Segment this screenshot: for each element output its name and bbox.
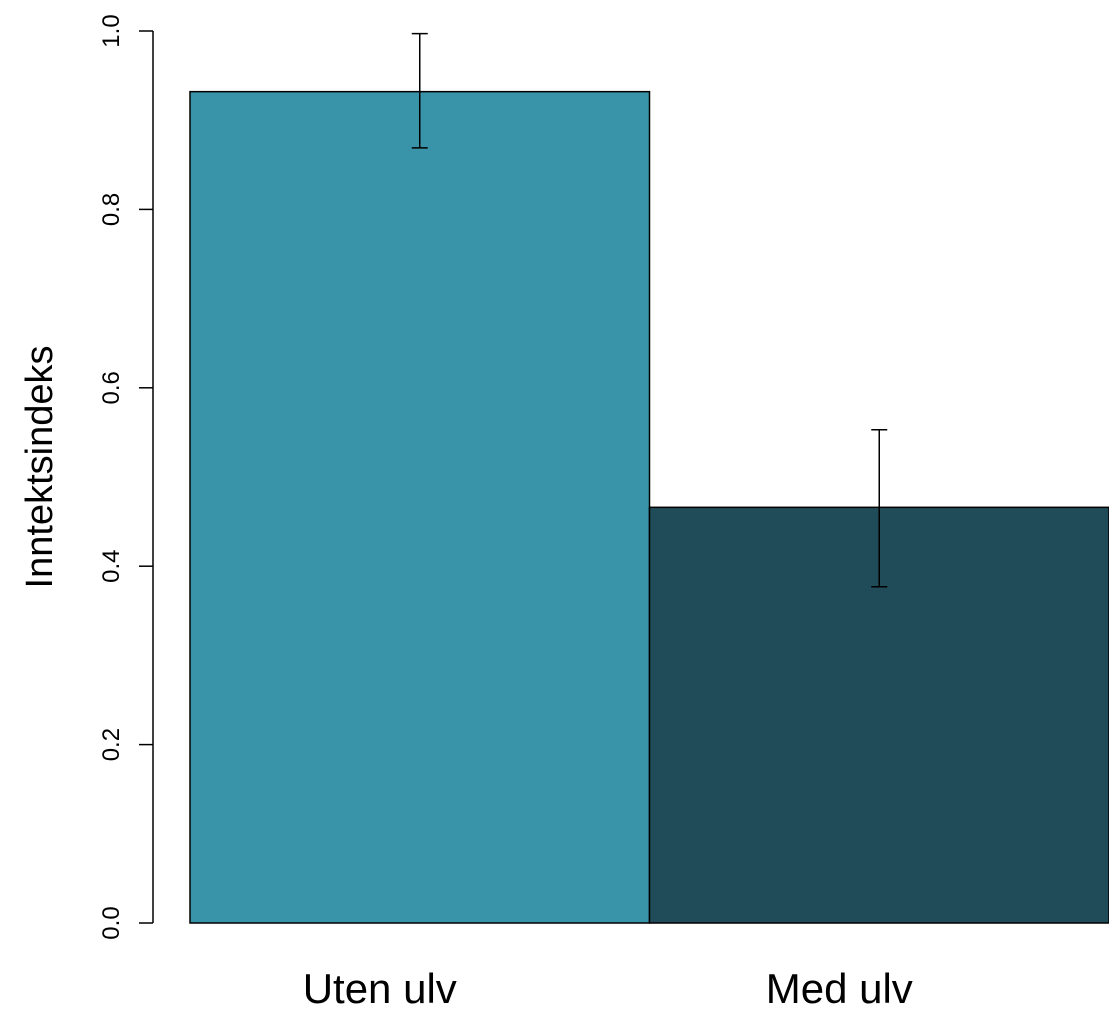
bars	[189, 90, 1109, 924]
x-axis-labels: Uten ulv Med ulv	[303, 965, 913, 1009]
y-tick-label: 0.2	[98, 728, 125, 761]
bar	[189, 90, 651, 924]
y-tick-label: 0.6	[98, 371, 125, 404]
y-tick-label: 0.4	[98, 550, 125, 583]
y-axis: 0.0 0.2 0.4 0.6 0.8 1.0	[98, 14, 154, 940]
y-tick-label: 0.0	[98, 906, 125, 939]
error-bars	[411, 32, 888, 588]
x-category-label: Med ulv	[766, 965, 913, 1009]
y-tick-label: 1.0	[98, 14, 125, 47]
y-axis-title: Inntektsindeks	[19, 346, 61, 589]
y-tick-label: 0.8	[98, 193, 125, 226]
x-category-label: Uten ulv	[303, 965, 457, 1009]
